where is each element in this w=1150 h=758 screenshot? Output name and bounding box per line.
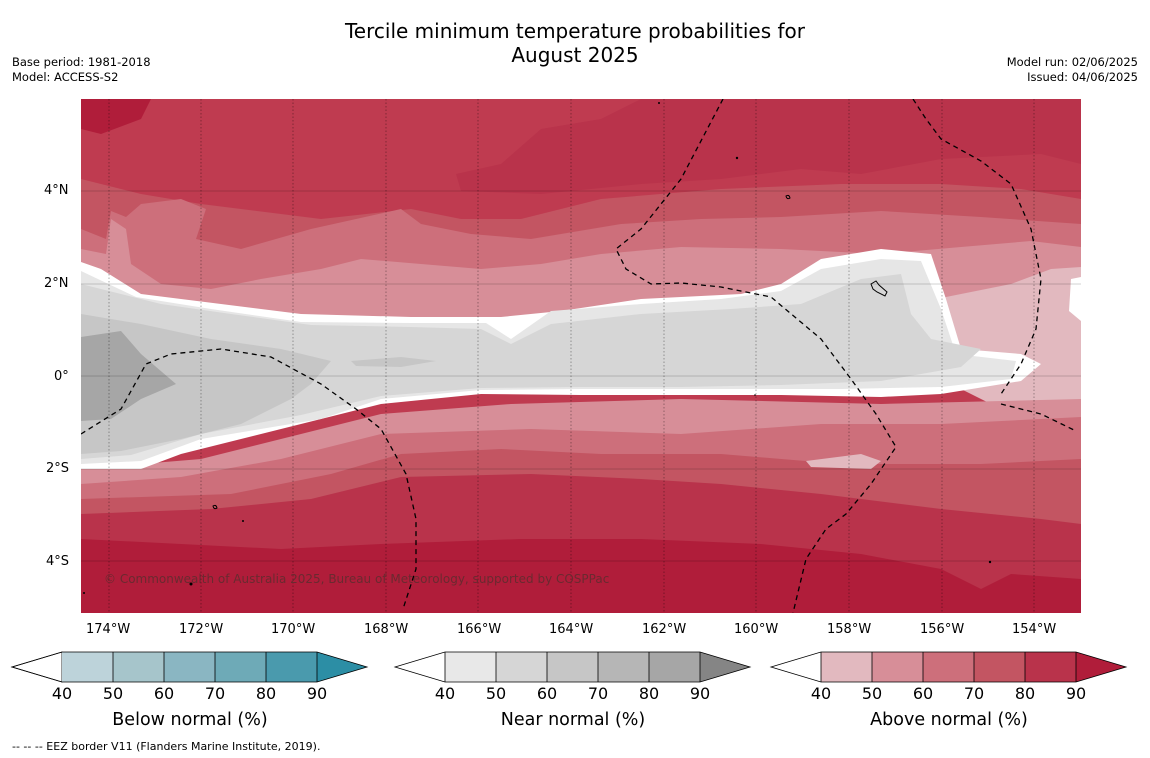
colorbar-below-over — [317, 652, 367, 682]
lat-tick-2n: 2°N — [44, 276, 69, 291]
map-title: Tercile minimum temperature probabilitie… — [0, 19, 1150, 67]
colorbar-near-seg-4 — [649, 652, 700, 682]
cb-above-tick-70: 70 — [963, 684, 985, 703]
colorbar-below-seg-3 — [215, 652, 266, 682]
meta-left: Base period: 1981-2018 Model: ACCESS-S2 — [12, 55, 151, 85]
lon-tick-172w: 172°W — [179, 622, 224, 637]
lon-tick-162w: 162°W — [642, 622, 687, 637]
latitude-lines — [81, 190, 1081, 562]
cb-above-tick-40: 40 — [810, 684, 832, 703]
cb-above-tick-80: 80 — [1014, 684, 1036, 703]
model-run: Model run: 02/06/2025 — [1006, 55, 1138, 69]
colorbar-below-seg-0 — [62, 652, 113, 682]
cb-near-tick-40: 40 — [434, 684, 456, 703]
base-period: Base period: 1981-2018 — [12, 55, 151, 69]
lon-tick-154w: 154°W — [1012, 622, 1057, 637]
cb-near-tick-70: 70 — [587, 684, 609, 703]
colorbar-above — [769, 651, 1128, 683]
colorbar-above-seg-1 — [872, 652, 923, 682]
zone-north-deep — [456, 99, 1081, 194]
lon-tick-168w: 168°W — [364, 622, 409, 637]
eez-footnote: -- -- -- EEZ border V11 (Flanders Marine… — [12, 740, 321, 753]
cb-near-tick-80: 80 — [638, 684, 660, 703]
islands — [212, 194, 888, 510]
lon-tick-160w: 160°W — [734, 622, 779, 637]
colorbar-near-seg-3 — [598, 652, 649, 682]
model-name: Model: ACCESS-S2 — [12, 70, 119, 84]
colorbar-above-seg-0 — [821, 652, 872, 682]
colorbar-below-seg-2 — [164, 652, 215, 682]
colorbar-above-over — [1076, 652, 1126, 682]
lon-tick-164w: 164°W — [549, 622, 594, 637]
colorbar-above-seg-2 — [923, 652, 974, 682]
probability-map — [81, 99, 1081, 613]
colorbar-below-under — [10, 651, 63, 683]
cb-near-tick-50: 50 — [485, 684, 507, 703]
cb-near-tick-90: 90 — [689, 684, 711, 703]
cb-below-tick-60: 60 — [153, 684, 175, 703]
lon-tick-158w: 158°W — [827, 622, 872, 637]
cb-above-tick-90: 90 — [1065, 684, 1087, 703]
lon-tick-166w: 166°W — [457, 622, 502, 637]
cb-below-title: Below normal (%) — [112, 710, 268, 730]
graticule — [108, 99, 1035, 613]
zone-above-40-southeast — [806, 454, 881, 469]
cb-near-title: Near normal (%) — [500, 710, 646, 730]
cb-above-tick-60: 60 — [912, 684, 934, 703]
zone-near-70 — [81, 331, 176, 421]
zone-near-60-patch — [351, 357, 436, 367]
lat-tick-2s: 2°S — [46, 461, 70, 476]
cb-near-tick-60: 60 — [536, 684, 558, 703]
lat-tick-4s: 4°S — [46, 554, 70, 569]
colorbar-above-seg-3 — [974, 652, 1025, 682]
cb-above-title: Above normal (%) — [870, 710, 1028, 730]
title-line-1: Tercile minimum temperature probabilitie… — [344, 19, 806, 43]
lat-tick-0: 0° — [54, 369, 69, 384]
colorbar-near-seg-0 — [445, 652, 496, 682]
atolls — [83, 102, 992, 594]
issued-date: Issued: 04/06/2025 — [1027, 70, 1138, 84]
colorbar-above-under — [771, 652, 821, 682]
colorbar-near-seg-2 — [547, 652, 598, 682]
cb-below-tick-90: 90 — [306, 684, 328, 703]
meta-right: Model run: 02/06/2025 Issued: 04/06/2025 — [1007, 55, 1138, 85]
colorbar-below — [10, 651, 369, 683]
colorbar-near — [393, 651, 752, 683]
lon-tick-170w: 170°W — [271, 622, 316, 637]
colorbar-above-seg-4 — [1025, 652, 1076, 682]
lon-tick-174w: 174°W — [86, 622, 131, 637]
zone-above-90-south — [81, 539, 1081, 613]
copyright-notice: © Commonwealth of Australia 2025, Bureau… — [104, 572, 610, 586]
colorbar-below-seg-4 — [266, 652, 317, 682]
colorbar-below-seg-1 — [113, 652, 164, 682]
cb-above-tick-50: 50 — [861, 684, 883, 703]
cb-below-tick-50: 50 — [102, 684, 124, 703]
zone-no-dominant-east — [1069, 277, 1081, 321]
zone-near-60 — [81, 314, 331, 454]
cb-below-tick-40: 40 — [51, 684, 73, 703]
cb-below-tick-70: 70 — [204, 684, 226, 703]
colorbar-near-under — [395, 652, 445, 682]
lat-tick-4n: 4°N — [44, 183, 69, 198]
eez-borders — [81, 99, 1077, 613]
colorbar-near-seg-1 — [496, 652, 547, 682]
lon-tick-156w: 156°W — [920, 622, 965, 637]
zone-north-deep-west — [81, 99, 151, 134]
title-line-2: August 2025 — [511, 43, 639, 67]
colorbar-near-over — [700, 652, 750, 682]
cb-below-tick-80: 80 — [255, 684, 277, 703]
